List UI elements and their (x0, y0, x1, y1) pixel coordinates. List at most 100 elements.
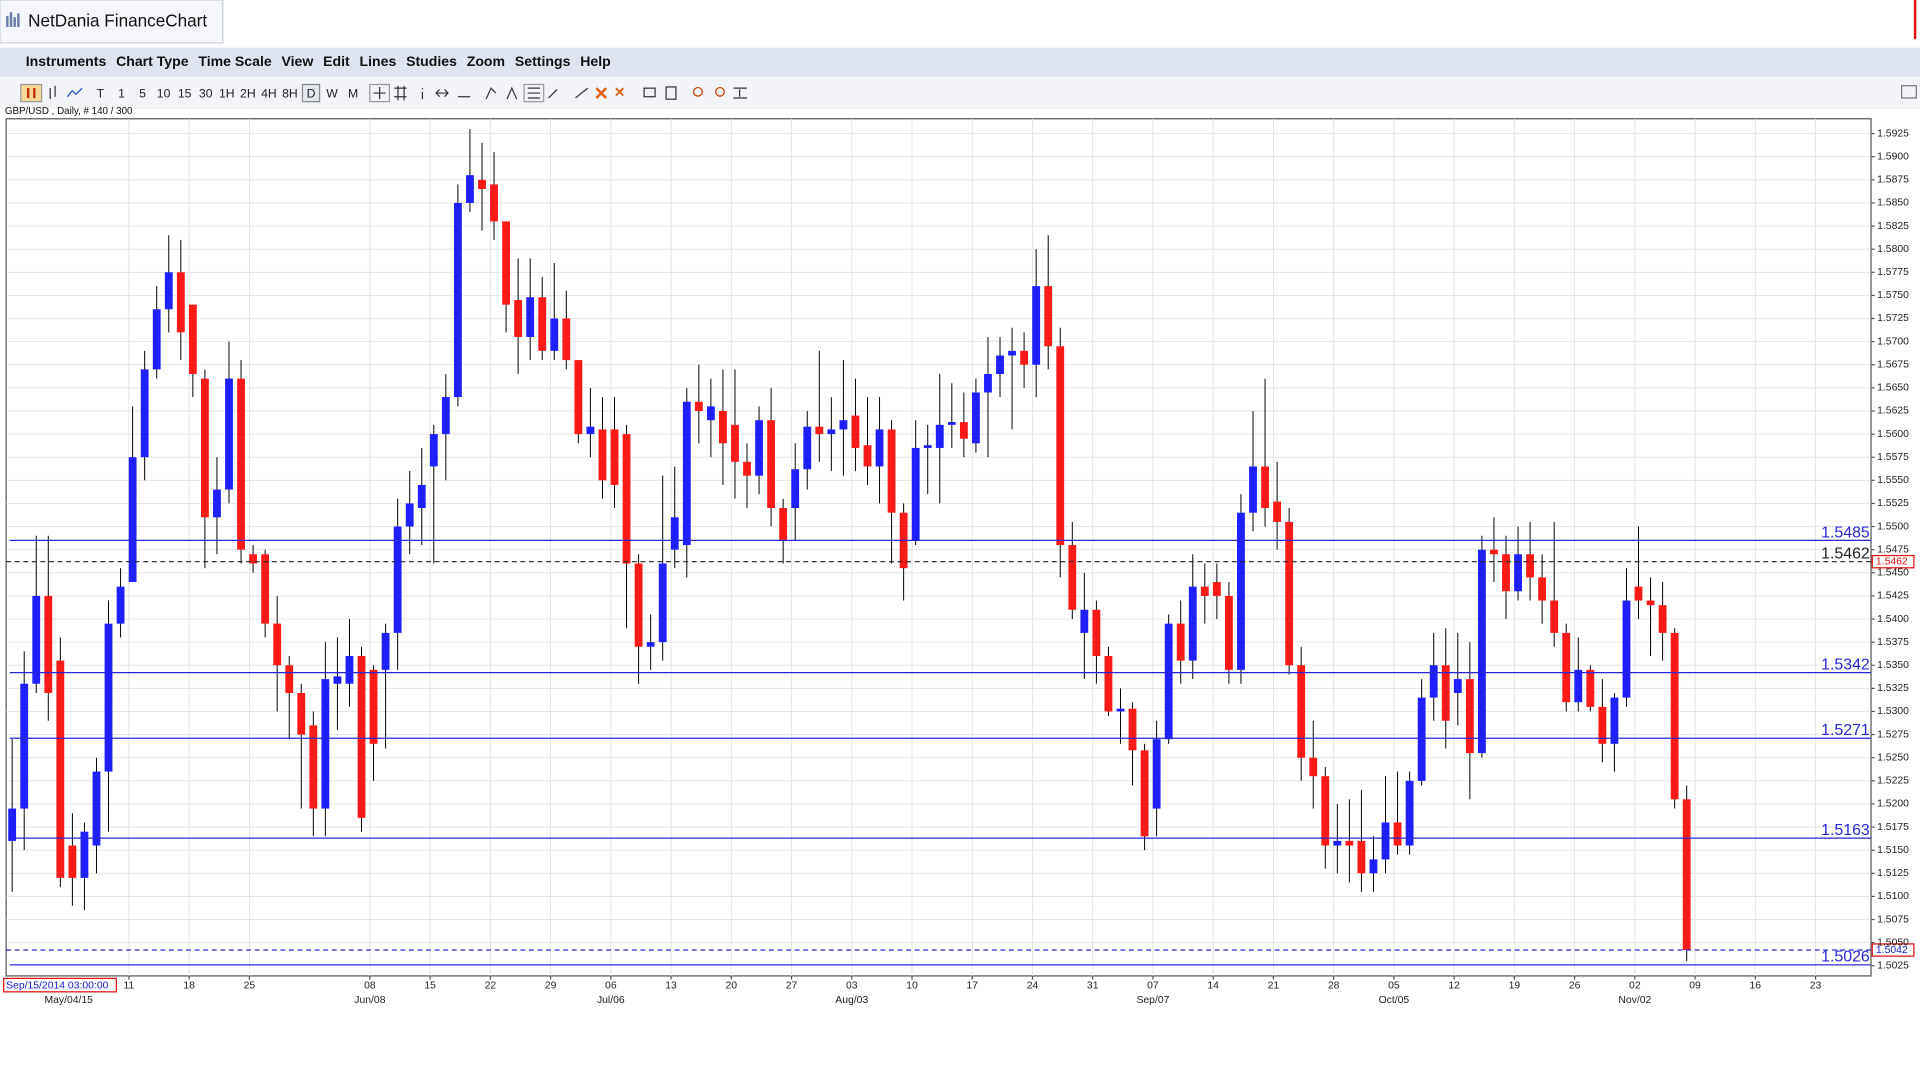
delete-all-button[interactable] (615, 87, 624, 97)
timeframe-button[interactable]: D (307, 87, 316, 101)
menu-item[interactable]: Settings (515, 53, 571, 69)
candle-body (44, 595, 53, 693)
candle-body (1068, 545, 1077, 610)
timeframe-button[interactable]: 1 (118, 87, 125, 101)
timeframe-button[interactable]: 5 (139, 87, 146, 101)
level-label: 1.5163 (1821, 822, 1870, 839)
candle-body (1188, 586, 1197, 661)
month-label: Sep/07 (1136, 995, 1169, 1006)
candle-body (791, 469, 800, 509)
timeframe-button[interactable]: W (326, 87, 338, 101)
candle-body (1514, 554, 1522, 592)
x-tick-label: 24 (1027, 980, 1039, 991)
app-tab[interactable] (0, 0, 224, 44)
candle-body (1646, 600, 1655, 606)
y-tick-label: 1.5650 (1877, 383, 1909, 394)
candle-body (670, 517, 679, 550)
candle-body (200, 378, 209, 518)
timeframe-button[interactable]: 15 (178, 87, 192, 101)
candle-body (32, 595, 41, 684)
toolbar-icons (20, 83, 1917, 103)
y-tick-label: 1.5325 (1877, 683, 1909, 694)
fib-button[interactable] (523, 83, 545, 103)
menu-item[interactable]: Time Scale (198, 53, 271, 69)
menu-item[interactable]: Lines (360, 53, 397, 69)
reference-box (1871, 554, 1915, 569)
candle-body (779, 508, 788, 541)
x-tick-label: 07 (1147, 980, 1159, 991)
candle-body (1237, 512, 1245, 670)
crosshair-button[interactable] (369, 83, 391, 103)
timeframe-button[interactable]: M (348, 87, 358, 101)
menu-bar (0, 47, 1920, 78)
candle-body (225, 378, 233, 490)
bar-chart-button[interactable] (20, 83, 43, 103)
candle-body (755, 420, 763, 476)
x-axis: 11 18 25 08 15 22 29 06 13 20 27 03 10 17 24 31 07 14 21 28… (44, 975, 1822, 1006)
x-tick-label: 16 (1750, 980, 1762, 991)
candle-body (1441, 665, 1450, 721)
zoom-out-button[interactable] (715, 86, 725, 97)
line-button[interactable] (66, 87, 83, 98)
timeframe-button[interactable]: 1H (219, 87, 235, 101)
trend-button[interactable] (485, 86, 518, 100)
candle-body (1032, 286, 1041, 365)
pan-button[interactable] (435, 88, 449, 98)
timeframe-button[interactable]: 4H (261, 87, 277, 101)
menu-item[interactable]: Chart Type (116, 53, 189, 69)
x-tick-label: 23 (1810, 980, 1822, 991)
x-tick-label: 29 (545, 980, 557, 991)
timeframe-button[interactable]: 2H (240, 87, 256, 101)
menu-item[interactable]: Edit (323, 53, 350, 69)
menu-item[interactable]: Studies (406, 53, 457, 69)
month-label: Aug/03 (835, 995, 868, 1006)
timeframe-button[interactable]: 8H (282, 87, 298, 101)
candle-body (1453, 679, 1462, 693)
zoom-in-button[interactable] (693, 86, 703, 97)
timeframe-button[interactable]: 10 (157, 87, 171, 101)
grid-button[interactable] (394, 85, 407, 101)
candle-body (213, 489, 221, 518)
candle-body (911, 447, 920, 541)
timeframe-button[interactable]: T (97, 87, 105, 101)
draw-button[interactable] (548, 87, 589, 99)
reference-label: 1.5462 (1821, 546, 1870, 563)
candle-body (1405, 780, 1414, 846)
print-button[interactable] (643, 87, 656, 98)
panel-button[interactable] (1901, 85, 1917, 99)
candle-body (321, 679, 330, 809)
candle-body (92, 771, 101, 846)
y-tick-label: 1.5725 (1877, 313, 1909, 324)
menu-item[interactable]: View (281, 53, 313, 69)
candle-body (815, 426, 824, 435)
window-title: NetDania FinanceChart (28, 11, 207, 31)
y-tick-label: 1.5775 (1877, 267, 1909, 278)
candle-body (8, 808, 17, 841)
candle-body (1345, 840, 1354, 846)
candle-body (1429, 665, 1438, 698)
y-tick-label: 1.5250 (1877, 752, 1909, 763)
preview-button[interactable] (665, 86, 677, 100)
candle-body (1634, 586, 1643, 601)
fit-button[interactable] (733, 87, 747, 99)
y-tick-label: 1.5450 (1877, 568, 1909, 579)
menu-item[interactable]: Instruments (26, 53, 107, 69)
menu-item[interactable]: Zoom (467, 53, 505, 69)
delete-button[interactable] (595, 87, 607, 99)
candle-body (935, 424, 944, 448)
candle-body (550, 318, 559, 351)
candle-body (1092, 609, 1101, 656)
y-axis: 1.5925 1.5900 1.5875 1.5850 1.5825 1.5800 1.57… (1871, 128, 1909, 971)
timeframe-button[interactable]: 30 (199, 87, 213, 101)
menu-item[interactable]: Help (580, 53, 611, 69)
candle-body (285, 665, 294, 693)
y-tick-label: 1.5850 (1877, 198, 1909, 209)
candle-button[interactable] (49, 85, 56, 100)
candle-body (261, 554, 270, 624)
candle-body (1586, 669, 1595, 707)
timeframes: T 1 5 10 15 30 1H 2H 4H 8H D W M (97, 83, 358, 103)
last-price-box (1871, 943, 1915, 957)
candle-body (1128, 708, 1137, 751)
